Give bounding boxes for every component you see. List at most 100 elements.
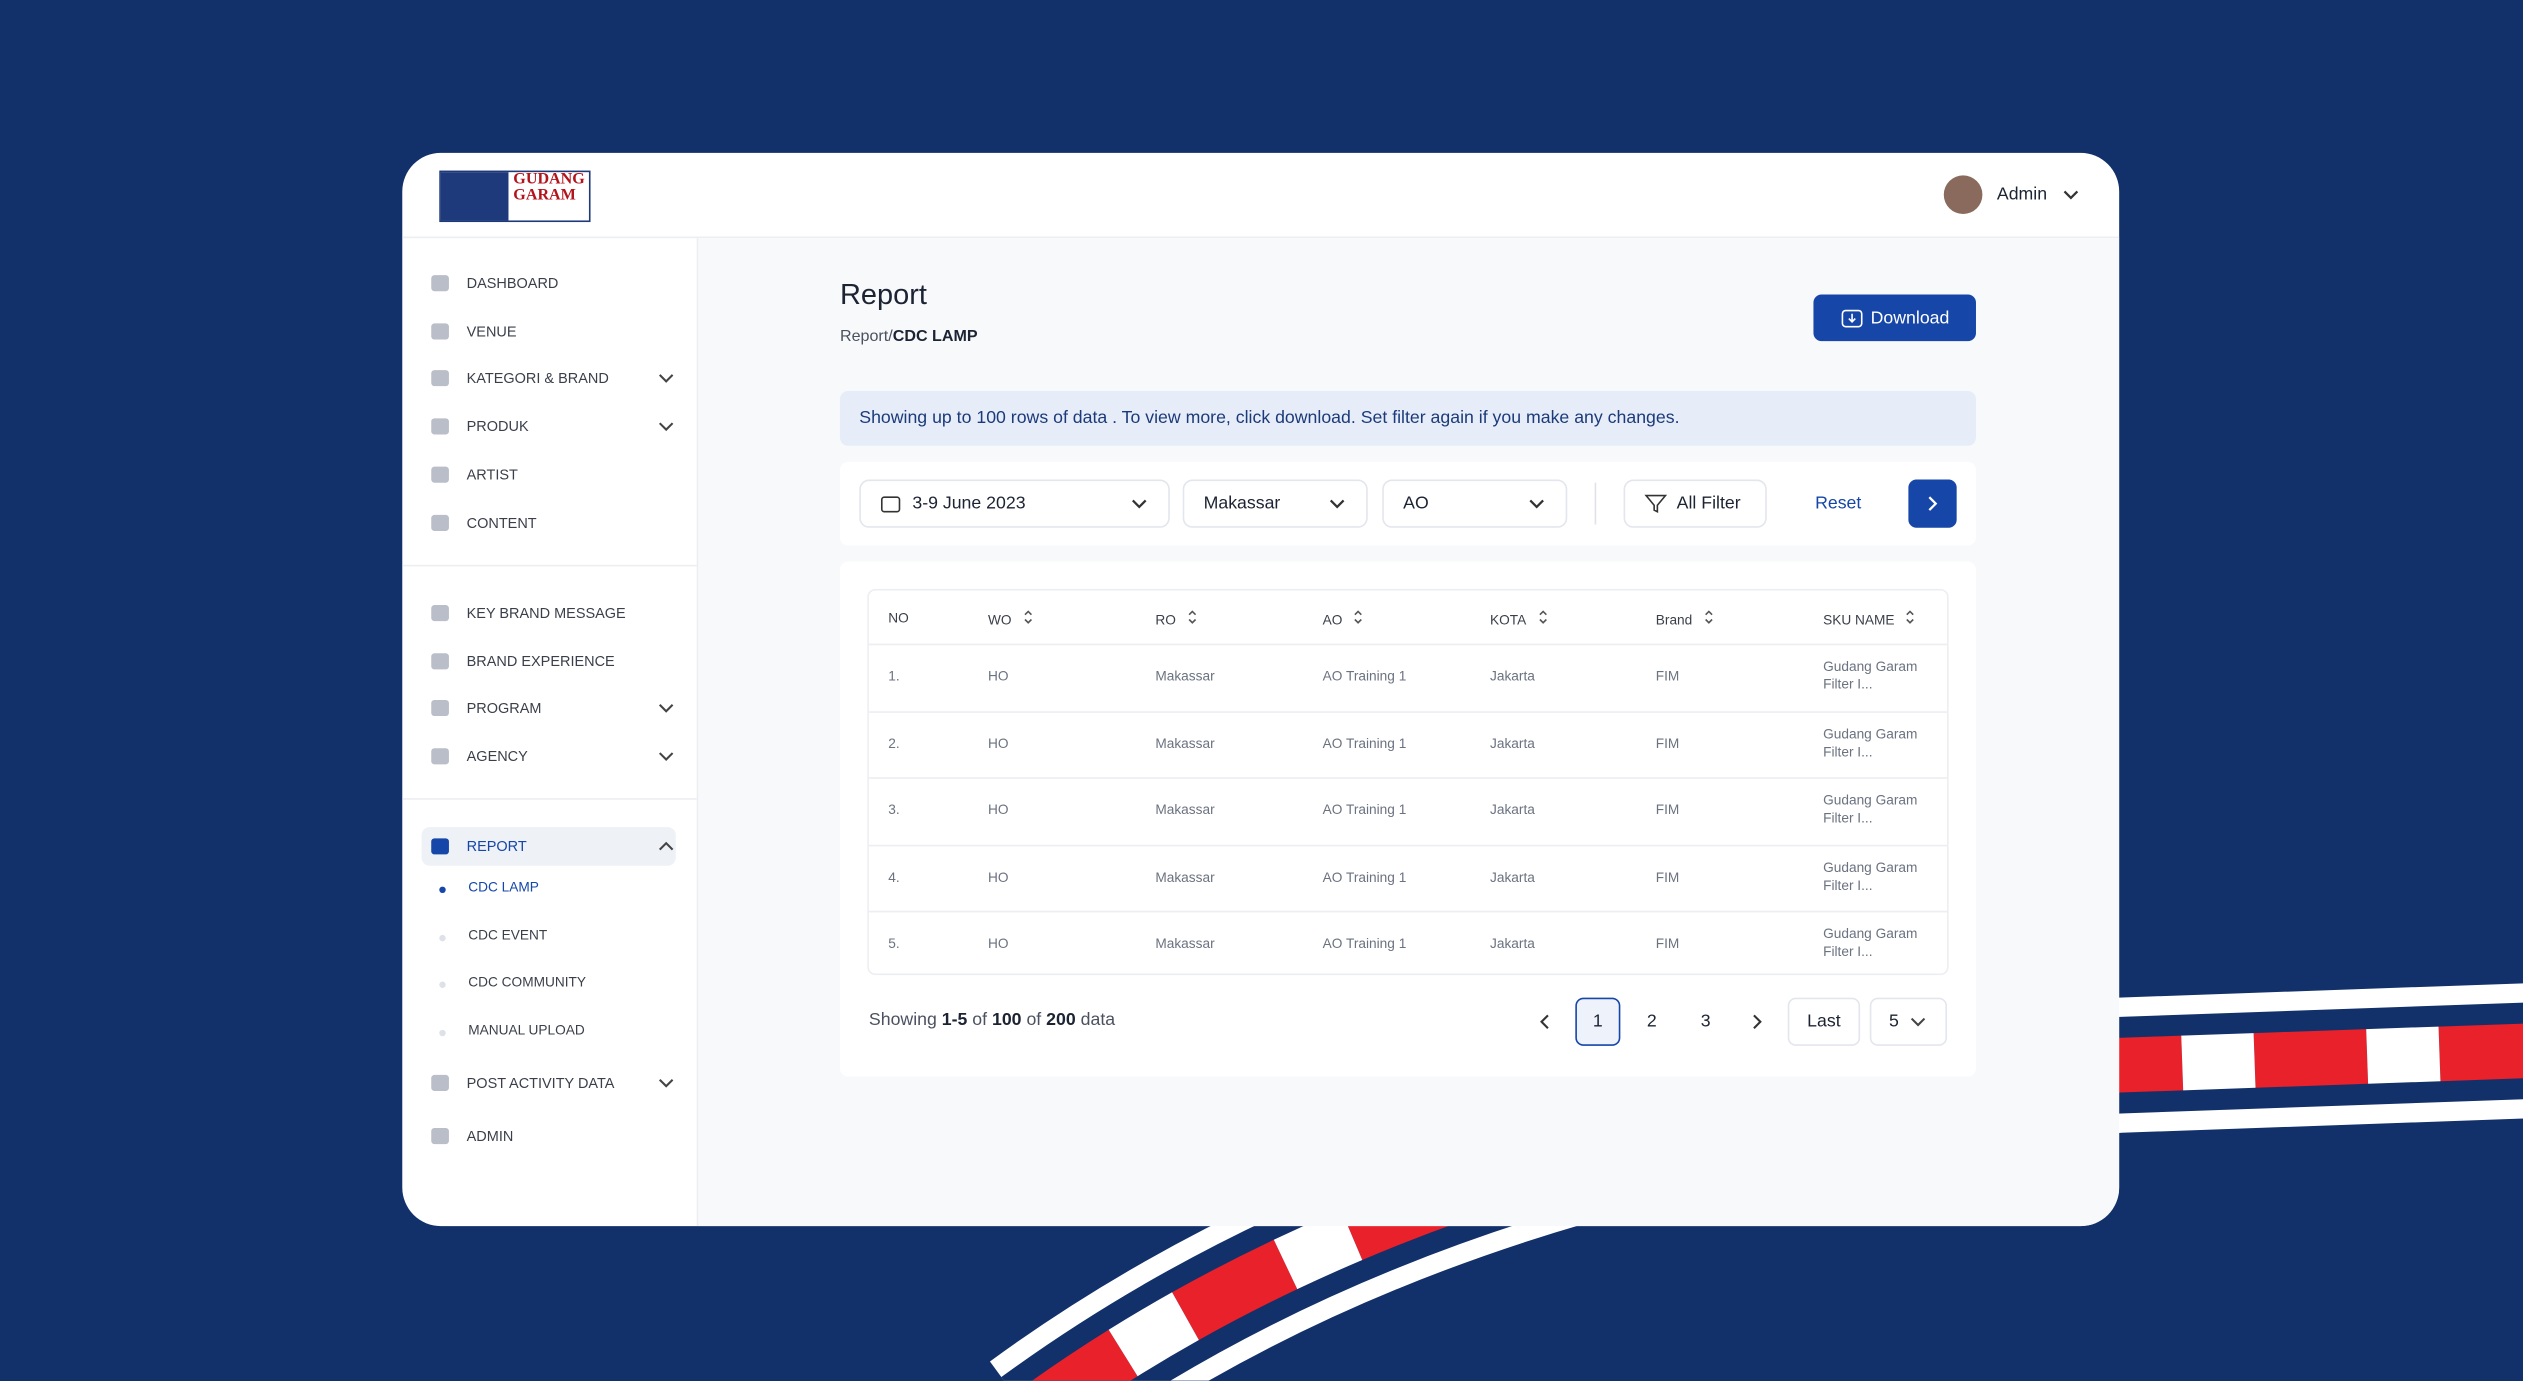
column-header[interactable]: WO xyxy=(988,610,1036,628)
nav-icon xyxy=(431,838,449,855)
sidebar: DASHBOARD VENUE KATEGORI & BRAND PRODUK ARTI… xyxy=(402,238,699,1227)
nav-label: AGENCY xyxy=(466,748,528,765)
sub-nav-item[interactable]: MANUAL UPLOAD xyxy=(468,1021,585,1039)
table-cell: Makassar xyxy=(1155,934,1215,951)
chevron xyxy=(658,374,674,384)
nav-item[interactable]: PRODUK xyxy=(431,409,676,444)
summary-part: Showing xyxy=(868,1010,937,1030)
table-cell: FIM xyxy=(1655,801,1680,818)
table-cell: Gudang Garam Filter I... xyxy=(1823,658,1918,692)
chevron[interactable] xyxy=(2061,187,2080,203)
breadcrumb-parent[interactable]: Report/ xyxy=(839,328,893,346)
table-cell: 2. xyxy=(888,734,900,751)
table-cell: AO Training 1 xyxy=(1322,734,1407,751)
page-number[interactable]: 2 xyxy=(1646,1012,1657,1032)
column-header[interactable]: AO xyxy=(1323,610,1367,628)
sub-dot xyxy=(439,886,446,894)
nav-item[interactable]: DASHBOARD xyxy=(431,266,676,301)
nav-item[interactable]: KATEGORI & BRAND xyxy=(431,361,676,396)
nav-label: KEY BRAND MESSAGE xyxy=(466,605,626,622)
nav-item[interactable]: POST ACTIVITY DATA xyxy=(431,1065,676,1100)
row-divider xyxy=(868,777,1948,779)
date-filter[interactable]: 3-9 June 2023 xyxy=(859,479,1170,528)
nav-item[interactable]: PROGRAM xyxy=(431,691,676,726)
table-cell: HO xyxy=(987,868,1009,885)
sort-icon[interactable] xyxy=(1020,610,1036,624)
table-cell: FIM xyxy=(1655,734,1680,751)
table-cell: Jakarta xyxy=(1490,734,1535,751)
divider xyxy=(402,564,697,567)
nav-item[interactable]: AGENCY xyxy=(431,739,676,774)
sub-nav-item[interactable]: CDC EVENT xyxy=(468,926,548,943)
page-size-value: 5 xyxy=(1888,1012,1899,1032)
all-filter-button[interactable]: All Filter xyxy=(1623,479,1767,528)
sort-icon[interactable] xyxy=(1350,610,1366,624)
column-header[interactable]: SKU NAME xyxy=(1823,610,1919,628)
apply-button[interactable] xyxy=(1908,479,1957,528)
sub-dot xyxy=(439,934,446,941)
page-number[interactable]: 3 xyxy=(1700,1012,1711,1032)
chevron xyxy=(658,1078,674,1088)
city-text: Makassar xyxy=(1203,493,1281,514)
table-cell: AO Training 1 xyxy=(1322,934,1407,951)
table-cell: Gudang Garam Filter I... xyxy=(1823,858,1918,893)
sub-nav-item[interactable]: CDC LAMP xyxy=(468,878,539,895)
chevron xyxy=(658,704,674,714)
column-header[interactable]: Brand xyxy=(1656,610,1717,628)
table-cell: FIM xyxy=(1655,667,1680,684)
summary-part: 100 xyxy=(991,1010,1022,1030)
nav-item[interactable]: ARTIST xyxy=(431,457,676,492)
table-cell: Makassar xyxy=(1155,868,1215,885)
table-cell: AO Training 1 xyxy=(1322,667,1407,684)
nav-icon xyxy=(431,1074,449,1091)
top-bar: GUDANG GARAM Admin xyxy=(402,153,2120,239)
nav-item[interactable]: VENUE xyxy=(431,313,676,348)
chevron xyxy=(658,752,674,762)
sort-icon[interactable] xyxy=(1903,610,1919,624)
sort-icon[interactable] xyxy=(1700,610,1716,624)
table-cell: 5. xyxy=(888,934,900,951)
nav-label: CONTENT xyxy=(466,514,537,531)
pagination-summary: Showing 1-5 of 100 of 200 data xyxy=(869,1011,1115,1030)
reset-link[interactable]: Reset xyxy=(1815,493,1862,514)
table-cell: HO xyxy=(987,934,1009,951)
nav-label: ADMIN xyxy=(466,1127,514,1145)
sub-nav-item[interactable]: CDC COMMUNITY xyxy=(468,974,587,991)
nav-icon xyxy=(431,418,449,435)
sort-icon[interactable] xyxy=(1534,610,1550,624)
breadcrumb-current: CDC LAMP xyxy=(892,328,978,346)
summary-part: 200 xyxy=(1046,1010,1076,1030)
table-cell: 1. xyxy=(888,667,900,684)
nav-item[interactable]: CONTENT xyxy=(431,504,676,539)
filter-bar: 3-9 June 2023 Makassar AO All Filter Res… xyxy=(839,461,1976,546)
role-filter[interactable]: AO xyxy=(1382,479,1568,528)
download-icon xyxy=(1840,308,1862,327)
nav-item[interactable]: ADMIN xyxy=(431,1118,676,1153)
nav-item[interactable]: BRAND EXPERIENCE xyxy=(431,643,676,678)
breadcrumb: Report/CDC LAMP xyxy=(840,328,978,346)
nav-icon xyxy=(431,322,449,340)
page-arrow[interactable] xyxy=(1735,998,1780,1046)
column-header[interactable]: RO xyxy=(1155,610,1200,628)
page-title: Report xyxy=(839,278,927,311)
page-size[interactable]: 5 xyxy=(1869,997,1948,1046)
page-number[interactable]: 1 xyxy=(1575,997,1621,1046)
nav-label: KATEGORI & BRAND xyxy=(466,370,609,387)
last-page[interactable]: Last xyxy=(1787,997,1861,1046)
summary-part: of xyxy=(1026,1010,1042,1030)
nav-item[interactable]: REPORT xyxy=(431,829,676,864)
user-name[interactable]: Admin xyxy=(1996,185,2048,205)
page-arrow[interactable] xyxy=(1522,998,1567,1046)
avatar[interactable] xyxy=(1943,175,1983,215)
download-button[interactable]: Download xyxy=(1813,294,1976,342)
chevron xyxy=(1910,1017,1926,1027)
row-divider xyxy=(868,910,1948,913)
table-cell: FIM xyxy=(1655,934,1680,951)
table-cell: Makassar xyxy=(1155,734,1215,751)
table-cell: Makassar xyxy=(1155,801,1215,818)
column-header[interactable]: KOTA xyxy=(1490,610,1550,628)
sort-icon[interactable] xyxy=(1184,610,1200,624)
city-filter[interactable]: Makassar xyxy=(1182,479,1368,528)
nav-item[interactable]: KEY BRAND MESSAGE xyxy=(431,595,676,630)
